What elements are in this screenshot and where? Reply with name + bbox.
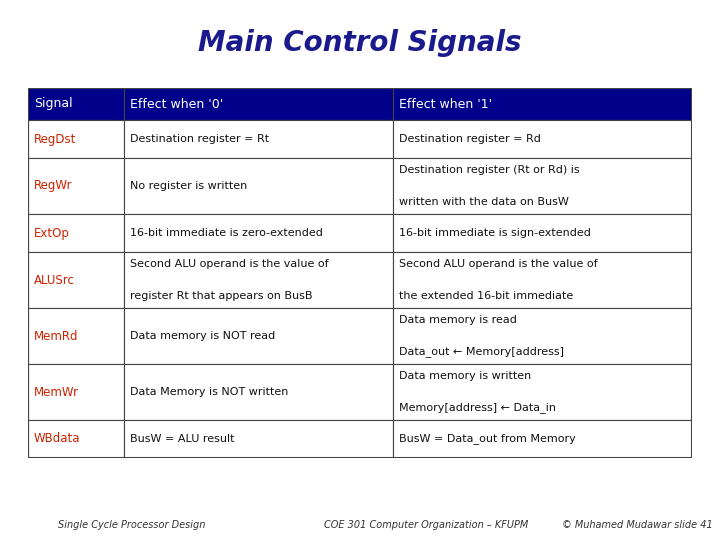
- Bar: [28, 252, 125, 308]
- Bar: [125, 158, 393, 214]
- Text: Destination register (Rt or Rd) is: Destination register (Rt or Rd) is: [399, 165, 580, 176]
- Bar: [28, 158, 125, 214]
- Text: RegWr: RegWr: [34, 179, 73, 192]
- Bar: [393, 88, 692, 120]
- Text: Effect when '0': Effect when '0': [130, 98, 223, 111]
- Text: 16-bit immediate is sign-extended: 16-bit immediate is sign-extended: [399, 228, 591, 238]
- Text: Second ALU operand is the value of: Second ALU operand is the value of: [399, 259, 598, 269]
- Bar: [28, 88, 125, 120]
- Bar: [28, 364, 125, 420]
- Text: Signal: Signal: [34, 98, 73, 111]
- Text: Data_out ← Memory[address]: Data_out ← Memory[address]: [399, 346, 564, 357]
- Text: RegDst: RegDst: [34, 132, 76, 145]
- Bar: [28, 420, 125, 458]
- Text: ALUSrc: ALUSrc: [34, 273, 75, 287]
- Text: register Rt that appears on BusB: register Rt that appears on BusB: [130, 291, 312, 301]
- Bar: [28, 214, 125, 252]
- Text: Memory[address] ← Data_in: Memory[address] ← Data_in: [399, 402, 557, 413]
- Text: © Muhamed Mudawar slide 41: © Muhamed Mudawar slide 41: [562, 520, 712, 530]
- Text: No register is written: No register is written: [130, 181, 248, 191]
- Bar: [125, 308, 393, 364]
- Bar: [125, 420, 393, 458]
- Bar: [125, 252, 393, 308]
- Text: Data memory is written: Data memory is written: [399, 372, 531, 381]
- Bar: [393, 158, 692, 214]
- Bar: [393, 364, 692, 420]
- Bar: [393, 420, 692, 458]
- Bar: [28, 120, 125, 158]
- Bar: [393, 214, 692, 252]
- Text: ExtOp: ExtOp: [34, 226, 70, 240]
- Text: written with the data on BusW: written with the data on BusW: [399, 197, 569, 207]
- Text: Destination register = Rd: Destination register = Rd: [399, 134, 541, 144]
- Bar: [125, 214, 393, 252]
- Bar: [393, 308, 692, 364]
- Text: Data memory is NOT read: Data memory is NOT read: [130, 331, 276, 341]
- Text: 16-bit immediate is zero-extended: 16-bit immediate is zero-extended: [130, 228, 323, 238]
- Bar: [125, 88, 393, 120]
- Text: BusW = Data_out from Memory: BusW = Data_out from Memory: [399, 434, 576, 444]
- Text: MemRd: MemRd: [34, 329, 78, 342]
- Bar: [125, 120, 393, 158]
- Bar: [125, 364, 393, 420]
- Text: Second ALU operand is the value of: Second ALU operand is the value of: [130, 259, 329, 269]
- Text: Single Cycle Processor Design: Single Cycle Processor Design: [58, 520, 205, 530]
- Text: BusW = ALU result: BusW = ALU result: [130, 434, 235, 444]
- Text: Effect when '1': Effect when '1': [399, 98, 492, 111]
- Text: MemWr: MemWr: [34, 386, 79, 399]
- Bar: [28, 308, 125, 364]
- Text: Data memory is read: Data memory is read: [399, 315, 517, 325]
- Bar: [393, 120, 692, 158]
- Text: the extended 16-bit immediate: the extended 16-bit immediate: [399, 291, 573, 301]
- Text: COE 301 Computer Organization – KFUPM: COE 301 Computer Organization – KFUPM: [324, 520, 528, 530]
- Text: Data Memory is NOT written: Data Memory is NOT written: [130, 387, 289, 397]
- Text: Destination register = Rt: Destination register = Rt: [130, 134, 269, 144]
- Text: WBdata: WBdata: [34, 433, 81, 446]
- Text: Main Control Signals: Main Control Signals: [198, 29, 522, 57]
- Bar: [393, 252, 692, 308]
